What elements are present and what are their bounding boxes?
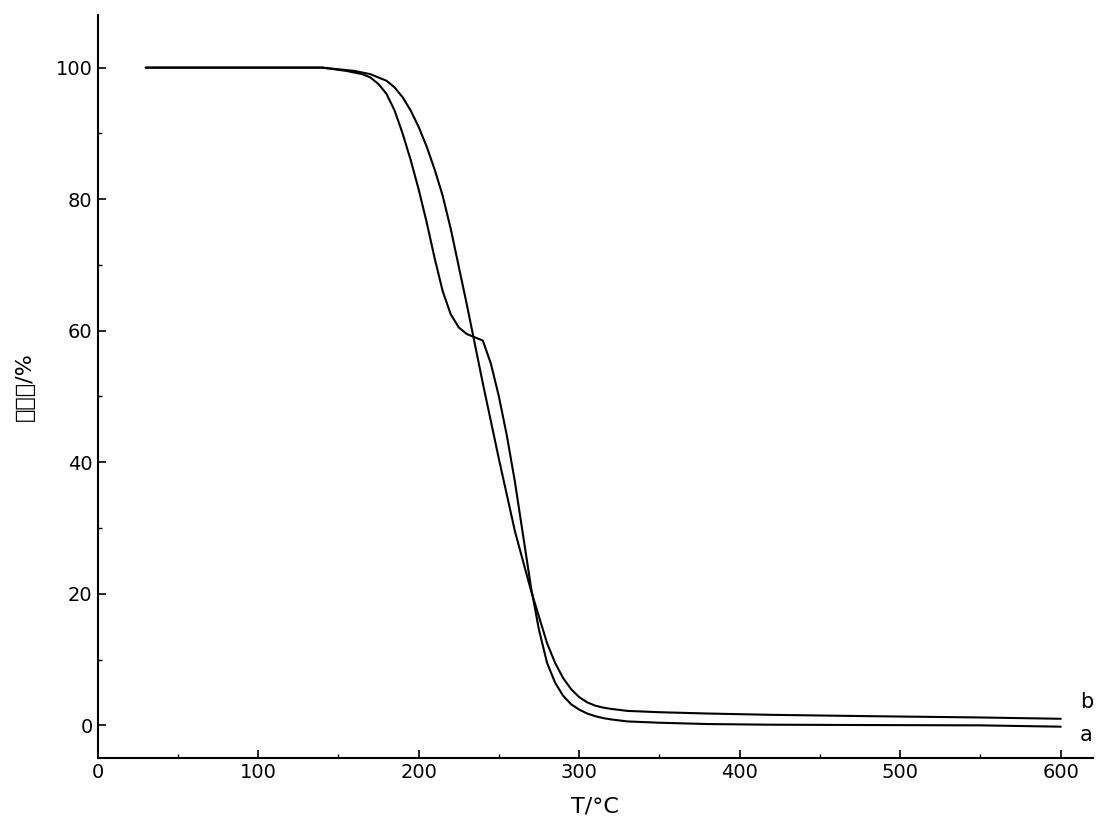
- Text: a: a: [1080, 725, 1092, 745]
- X-axis label: T/°C: T/°C: [572, 796, 619, 816]
- Y-axis label: 失重率/%: 失重率/%: [16, 352, 36, 421]
- Text: b: b: [1080, 692, 1093, 712]
